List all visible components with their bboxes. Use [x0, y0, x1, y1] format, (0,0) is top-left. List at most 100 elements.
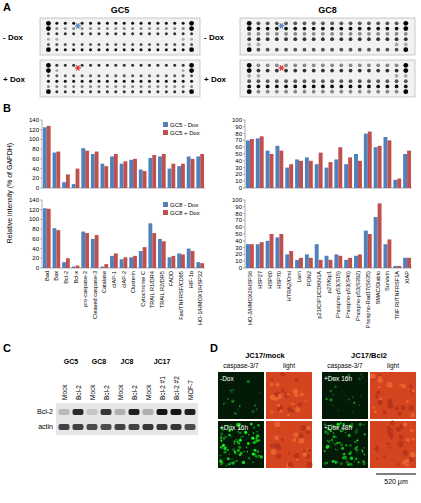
cell-signal	[257, 424, 260, 427]
cell-texture	[295, 391, 298, 394]
bar	[120, 164, 124, 188]
array-spot	[123, 74, 126, 77]
array-membrane	[40, 60, 200, 97]
cell-texture	[300, 425, 306, 431]
bar	[364, 134, 368, 188]
band	[115, 424, 126, 430]
band	[59, 409, 70, 415]
light-image	[370, 372, 416, 419]
lane-label: Bcl-2	[131, 385, 138, 400]
bar	[407, 258, 411, 268]
bar	[279, 151, 283, 188]
array-spot	[189, 68, 194, 73]
cell-signal	[353, 402, 356, 405]
array-spot	[330, 48, 334, 52]
cell-texture	[278, 394, 283, 399]
array-spot	[182, 48, 185, 51]
bar	[397, 178, 401, 188]
condition-label: +Dox 16h	[324, 375, 352, 382]
cell-texture	[288, 453, 290, 455]
array-spot	[140, 22, 143, 25]
bar	[319, 260, 323, 268]
cell-signal	[246, 451, 247, 452]
array-spot	[81, 85, 84, 88]
cell-signal	[237, 408, 239, 410]
cell-texture	[409, 457, 414, 462]
x-tick-label: Bcl-2	[63, 271, 69, 284]
array-spot	[131, 32, 134, 35]
array-spot	[303, 85, 307, 89]
array-spot	[81, 43, 84, 46]
bar	[148, 223, 152, 268]
cell-signal	[220, 432, 223, 435]
array-spot	[89, 90, 92, 93]
bar	[110, 256, 114, 268]
array-spot	[182, 80, 185, 83]
x-tick-label: HTRA2/Omi	[286, 271, 292, 301]
array-spot	[55, 38, 58, 41]
bar	[325, 168, 329, 188]
cell-texture	[270, 410, 273, 413]
array-spot	[64, 85, 67, 88]
array-spot	[257, 48, 261, 52]
cell-signal	[246, 446, 247, 447]
cell-texture	[410, 389, 414, 393]
array-spot	[312, 79, 316, 83]
cell-signal	[220, 436, 222, 438]
array-spot	[403, 63, 408, 68]
cell-texture	[404, 459, 409, 464]
array-spot	[148, 27, 151, 30]
cell-signal	[236, 460, 238, 462]
y-tick	[243, 174, 245, 175]
cell-signal	[224, 447, 226, 449]
band	[157, 424, 168, 430]
bar	[43, 127, 47, 188]
x-tick-label: XIAP	[404, 271, 410, 284]
bar	[168, 169, 172, 188]
band	[59, 424, 70, 430]
array-spot	[266, 90, 270, 94]
array-spot	[349, 37, 353, 41]
array-spot	[266, 79, 270, 83]
y-tick	[243, 254, 245, 255]
y-tick	[40, 158, 42, 159]
cell-texture	[296, 458, 298, 460]
cell-signal	[357, 461, 359, 463]
array-spot	[312, 32, 316, 36]
cell-texture	[280, 410, 283, 413]
array-spot	[403, 47, 408, 52]
array-spot	[303, 37, 307, 41]
y-tick-label: 40	[32, 166, 39, 172]
bar	[76, 169, 80, 188]
cell-signal	[253, 432, 255, 434]
cell-texture	[295, 377, 299, 381]
group-label: JC8	[121, 358, 134, 365]
array-spot	[55, 80, 58, 83]
y-tick-label: 30	[235, 165, 242, 171]
cell-signal	[257, 431, 258, 432]
array-spot	[349, 85, 353, 89]
bar-chart: 020406080100120140GC5 - DoxGC5 + Dox	[29, 117, 205, 191]
array-spot	[266, 21, 270, 25]
cell-signal	[332, 460, 335, 463]
cell-texture	[285, 394, 290, 399]
array-spot	[114, 43, 117, 46]
array-spot	[339, 90, 343, 94]
array-spot	[131, 22, 134, 25]
condition-label: -Dox	[220, 375, 234, 382]
array-spot	[64, 64, 67, 67]
array-spot	[247, 26, 252, 31]
array-spot	[64, 48, 67, 51]
asterisk	[280, 23, 283, 28]
y-tick-label: 80	[235, 211, 242, 217]
y-tick	[243, 261, 245, 262]
bar	[114, 253, 118, 268]
cell-signal	[252, 452, 255, 455]
condition-label: +Dox 16h	[220, 424, 248, 431]
x-tick-label: Phospho-p53(S392)	[355, 271, 361, 321]
array-spot	[395, 27, 399, 31]
cell-signal	[356, 428, 358, 430]
bar	[384, 244, 388, 268]
array-spot	[339, 85, 343, 89]
asterisk	[280, 23, 283, 28]
